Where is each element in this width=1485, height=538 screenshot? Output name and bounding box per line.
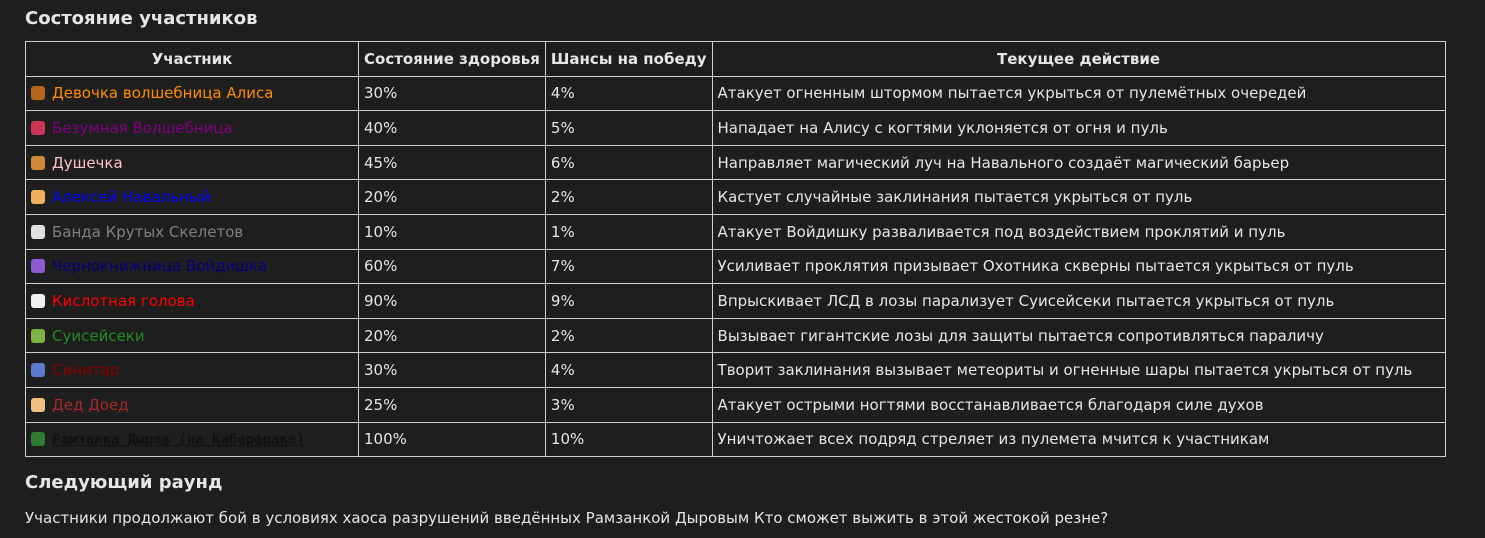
icon: [31, 293, 45, 308]
action-cell: Направляет магический луч на Навального …: [711, 144, 1446, 181]
action-cell: Атакует острыми ногтями восстанавливаетс…: [711, 386, 1446, 423]
action-cell: Усиливает проклятия призывает Охотника с…: [711, 248, 1446, 285]
participant-cell: Девочка волшебница Алиса: [25, 75, 359, 112]
icon: [31, 363, 45, 378]
icon: [31, 120, 45, 135]
table-row: Девочка волшебница Алиса 30% 4% Атакует огн…: [25, 75, 1446, 112]
action-cell: Впрыскивает ЛСД в лозы парализует Суисей…: [711, 283, 1446, 319]
health-cell: 100%: [358, 421, 546, 458]
participant-name: Кислотная голова: [52, 291, 195, 310]
participant-cell: Суисейсеки: [25, 317, 359, 354]
action-cell: Вызывает гигантские лозы для защиты пыта…: [711, 317, 1446, 354]
column-header: Состояние здоровья: [358, 41, 546, 77]
participant-cell: Банда Крутых Скелетов: [25, 213, 359, 250]
chance-cell: 4%: [544, 352, 713, 388]
table-row: Душечка 45% 6% Направляет магический луч на…: [25, 144, 1446, 181]
chance-cell: 6%: [544, 144, 713, 181]
icon: [31, 328, 45, 343]
icon: [31, 155, 45, 170]
participant-cell: Чернокнижница Войдишка: [25, 248, 359, 285]
participant-cell: Безумная Волшебница: [25, 110, 359, 146]
icon: [31, 432, 45, 447]
participant-cell: Кислотная голова: [25, 283, 359, 319]
chance-cell: 2%: [544, 179, 713, 215]
participant-name: Дед Доед: [52, 395, 129, 414]
column-header: Участник: [25, 41, 359, 77]
chance-cell: 10%: [544, 421, 713, 458]
table-row: Алексей Навальный 20% 2% Кастует случайные …: [25, 179, 1446, 215]
chance-cell: 1%: [544, 213, 713, 250]
participant-name: Алексей Навальный: [52, 188, 211, 207]
participant-cell: Алексей Навальный: [25, 179, 359, 215]
chance-cell: 5%: [544, 110, 713, 146]
table-row: Кислотная голова 90% 9% Впрыскивает ЛСД в л…: [25, 283, 1446, 319]
participant-cell: Душечка: [25, 144, 359, 181]
chance-cell: 9%: [544, 283, 713, 319]
table-row: Суисейсеки 20% 2% Вызывает гигантские лозы …: [25, 317, 1446, 354]
participant-name: Душечка: [52, 153, 123, 172]
status-table: Участник Состояние здоровья Шансы на побед…: [25, 41, 1446, 458]
table-row: Дед Доед 25% 3% Атакует острыми ногтями вос…: [25, 386, 1446, 423]
column-header: Текущее действие: [711, 41, 1446, 77]
health-cell: 20%: [358, 317, 546, 354]
section-title: Состояние участников: [25, 8, 258, 29]
participant-name: Банда Крутых Скелетов: [52, 222, 244, 241]
icon: [31, 224, 45, 239]
table-row: Рамзанка Дыров (на Киберфраке) 100% 10% Уни…: [25, 421, 1446, 458]
action-cell: Уничтожает всех подряд стреляет из пулем…: [711, 421, 1446, 458]
participant-cell: Синитар: [25, 352, 359, 388]
participant-cell: Дед Доед: [25, 386, 359, 423]
icon: [31, 86, 45, 101]
action-cell: Творит заклинания вызывает метеориты и о…: [711, 352, 1446, 388]
section-title: Следующий раунд: [25, 472, 223, 493]
participant-name: Суисейсеки: [52, 326, 145, 345]
participant-cell: Рамзанка Дыров (на Киберфраке): [25, 421, 359, 458]
table-row: Чернокнижница Войдишка 60% 7% Усиливает про…: [25, 248, 1446, 285]
participant-name: Чернокнижница Войдишка: [52, 257, 268, 276]
action-cell: Атакует огненным штормом пытается укрыть…: [711, 75, 1446, 112]
health-cell: 90%: [358, 283, 546, 319]
table-row: Банда Крутых Скелетов 10% 1% Атакует Войдиш…: [25, 213, 1446, 250]
health-cell: 40%: [358, 110, 546, 146]
action-cell: Атакует Войдишку разваливается под возде…: [711, 213, 1446, 250]
table-row: Синитар 30% 4% Творит заклинания вызывает м…: [25, 352, 1446, 388]
icon: [31, 190, 45, 205]
chance-cell: 2%: [544, 317, 713, 354]
chance-cell: 7%: [544, 248, 713, 285]
health-cell: 25%: [358, 386, 546, 423]
table-row: Безумная Волшебница 40% 5% Нападает на Алис…: [25, 110, 1446, 146]
action-cell: Нападает на Алису с когтями уклоняется о…: [711, 110, 1446, 146]
column-header: Шансы на победу: [544, 41, 713, 77]
health-cell: 30%: [358, 75, 546, 112]
health-cell: 30%: [358, 352, 546, 388]
health-cell: 10%: [358, 213, 546, 250]
health-cell: 60%: [358, 248, 546, 285]
action-cell: Кастует случайные заклинания пытается ук…: [711, 179, 1446, 215]
icon: [31, 397, 45, 412]
participant-name: Девочка волшебница Алиса: [52, 84, 274, 103]
header-row: Участник Состояние здоровья Шансы на побед…: [25, 41, 1446, 77]
chance-cell: 3%: [544, 386, 713, 423]
participant-name: Синитар: [52, 361, 120, 380]
participant-name: Рамзанка Дыров (на Киберфраке): [52, 432, 305, 449]
paragraph: Участники продолжают бой в условиях хаос…: [25, 509, 1109, 527]
health-cell: 45%: [358, 144, 546, 181]
icon: [31, 259, 45, 274]
participant-name: Безумная Волшебница: [52, 118, 233, 137]
health-cell: 20%: [358, 179, 546, 215]
chance-cell: 4%: [544, 75, 713, 112]
